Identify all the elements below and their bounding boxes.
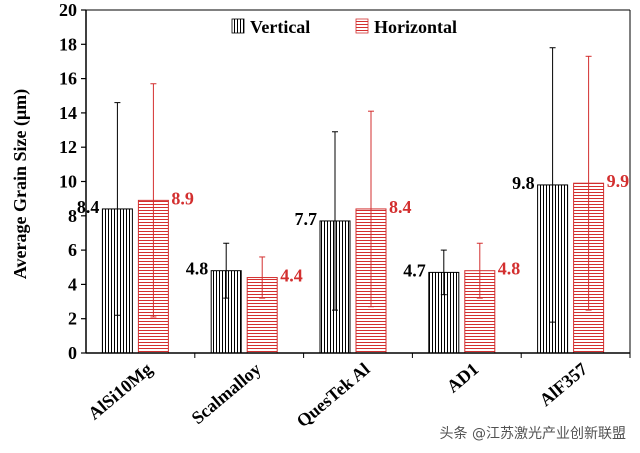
y-tick-label: 0 xyxy=(68,343,77,363)
bars: 8.4 8.9 4.8 4.4 7.7 8.4 4.7 4.8 9.8 9.9 xyxy=(77,47,630,354)
legend-swatch-horizontal xyxy=(355,18,369,34)
category-label: QuesTek Al xyxy=(293,359,374,431)
y-tick-label: 12 xyxy=(59,137,77,157)
data-label-horizontal: 4.4 xyxy=(280,266,303,286)
data-label-vertical: 4.8 xyxy=(186,259,209,279)
data-label-horizontal: 8.4 xyxy=(389,197,412,217)
y-tick-label: 8 xyxy=(68,206,77,226)
data-label-vertical: 4.7 xyxy=(403,260,426,280)
data-label-vertical: 8.4 xyxy=(77,197,100,217)
watermark: 头条 @江苏激光产业创新联盟 xyxy=(439,426,626,442)
data-label-horizontal: 9.9 xyxy=(607,171,630,191)
y-tick-label: 4 xyxy=(68,274,77,294)
y-tick-label: 20 xyxy=(59,0,77,20)
data-label-horizontal: 8.9 xyxy=(171,188,194,208)
category-label: AD1 xyxy=(443,359,483,397)
category-label: AlF357 xyxy=(535,359,591,410)
data-label-vertical: 7.7 xyxy=(295,209,318,229)
y-tick-label: 6 xyxy=(68,240,77,260)
y-tick-label: 10 xyxy=(59,172,77,192)
legend-swatch-vertical xyxy=(231,18,245,34)
data-label-vertical: 9.8 xyxy=(512,173,535,193)
category-label: Scalmalloy xyxy=(188,359,265,428)
y-tick-label: 18 xyxy=(59,34,77,54)
legend-label-horizontal: Horizontal xyxy=(374,17,457,37)
legend: Vertical Horizontal xyxy=(231,17,457,37)
category-label: AlSi10Mg xyxy=(84,359,156,424)
y-axis-label: Average Grain Size (μm) xyxy=(10,89,31,279)
data-label-horizontal: 4.8 xyxy=(498,259,521,279)
y-tick-label: 16 xyxy=(59,69,77,89)
legend-label-vertical: Vertical xyxy=(250,17,310,37)
y-tick-label: 2 xyxy=(68,309,77,329)
y-tick-label: 14 xyxy=(59,103,77,123)
